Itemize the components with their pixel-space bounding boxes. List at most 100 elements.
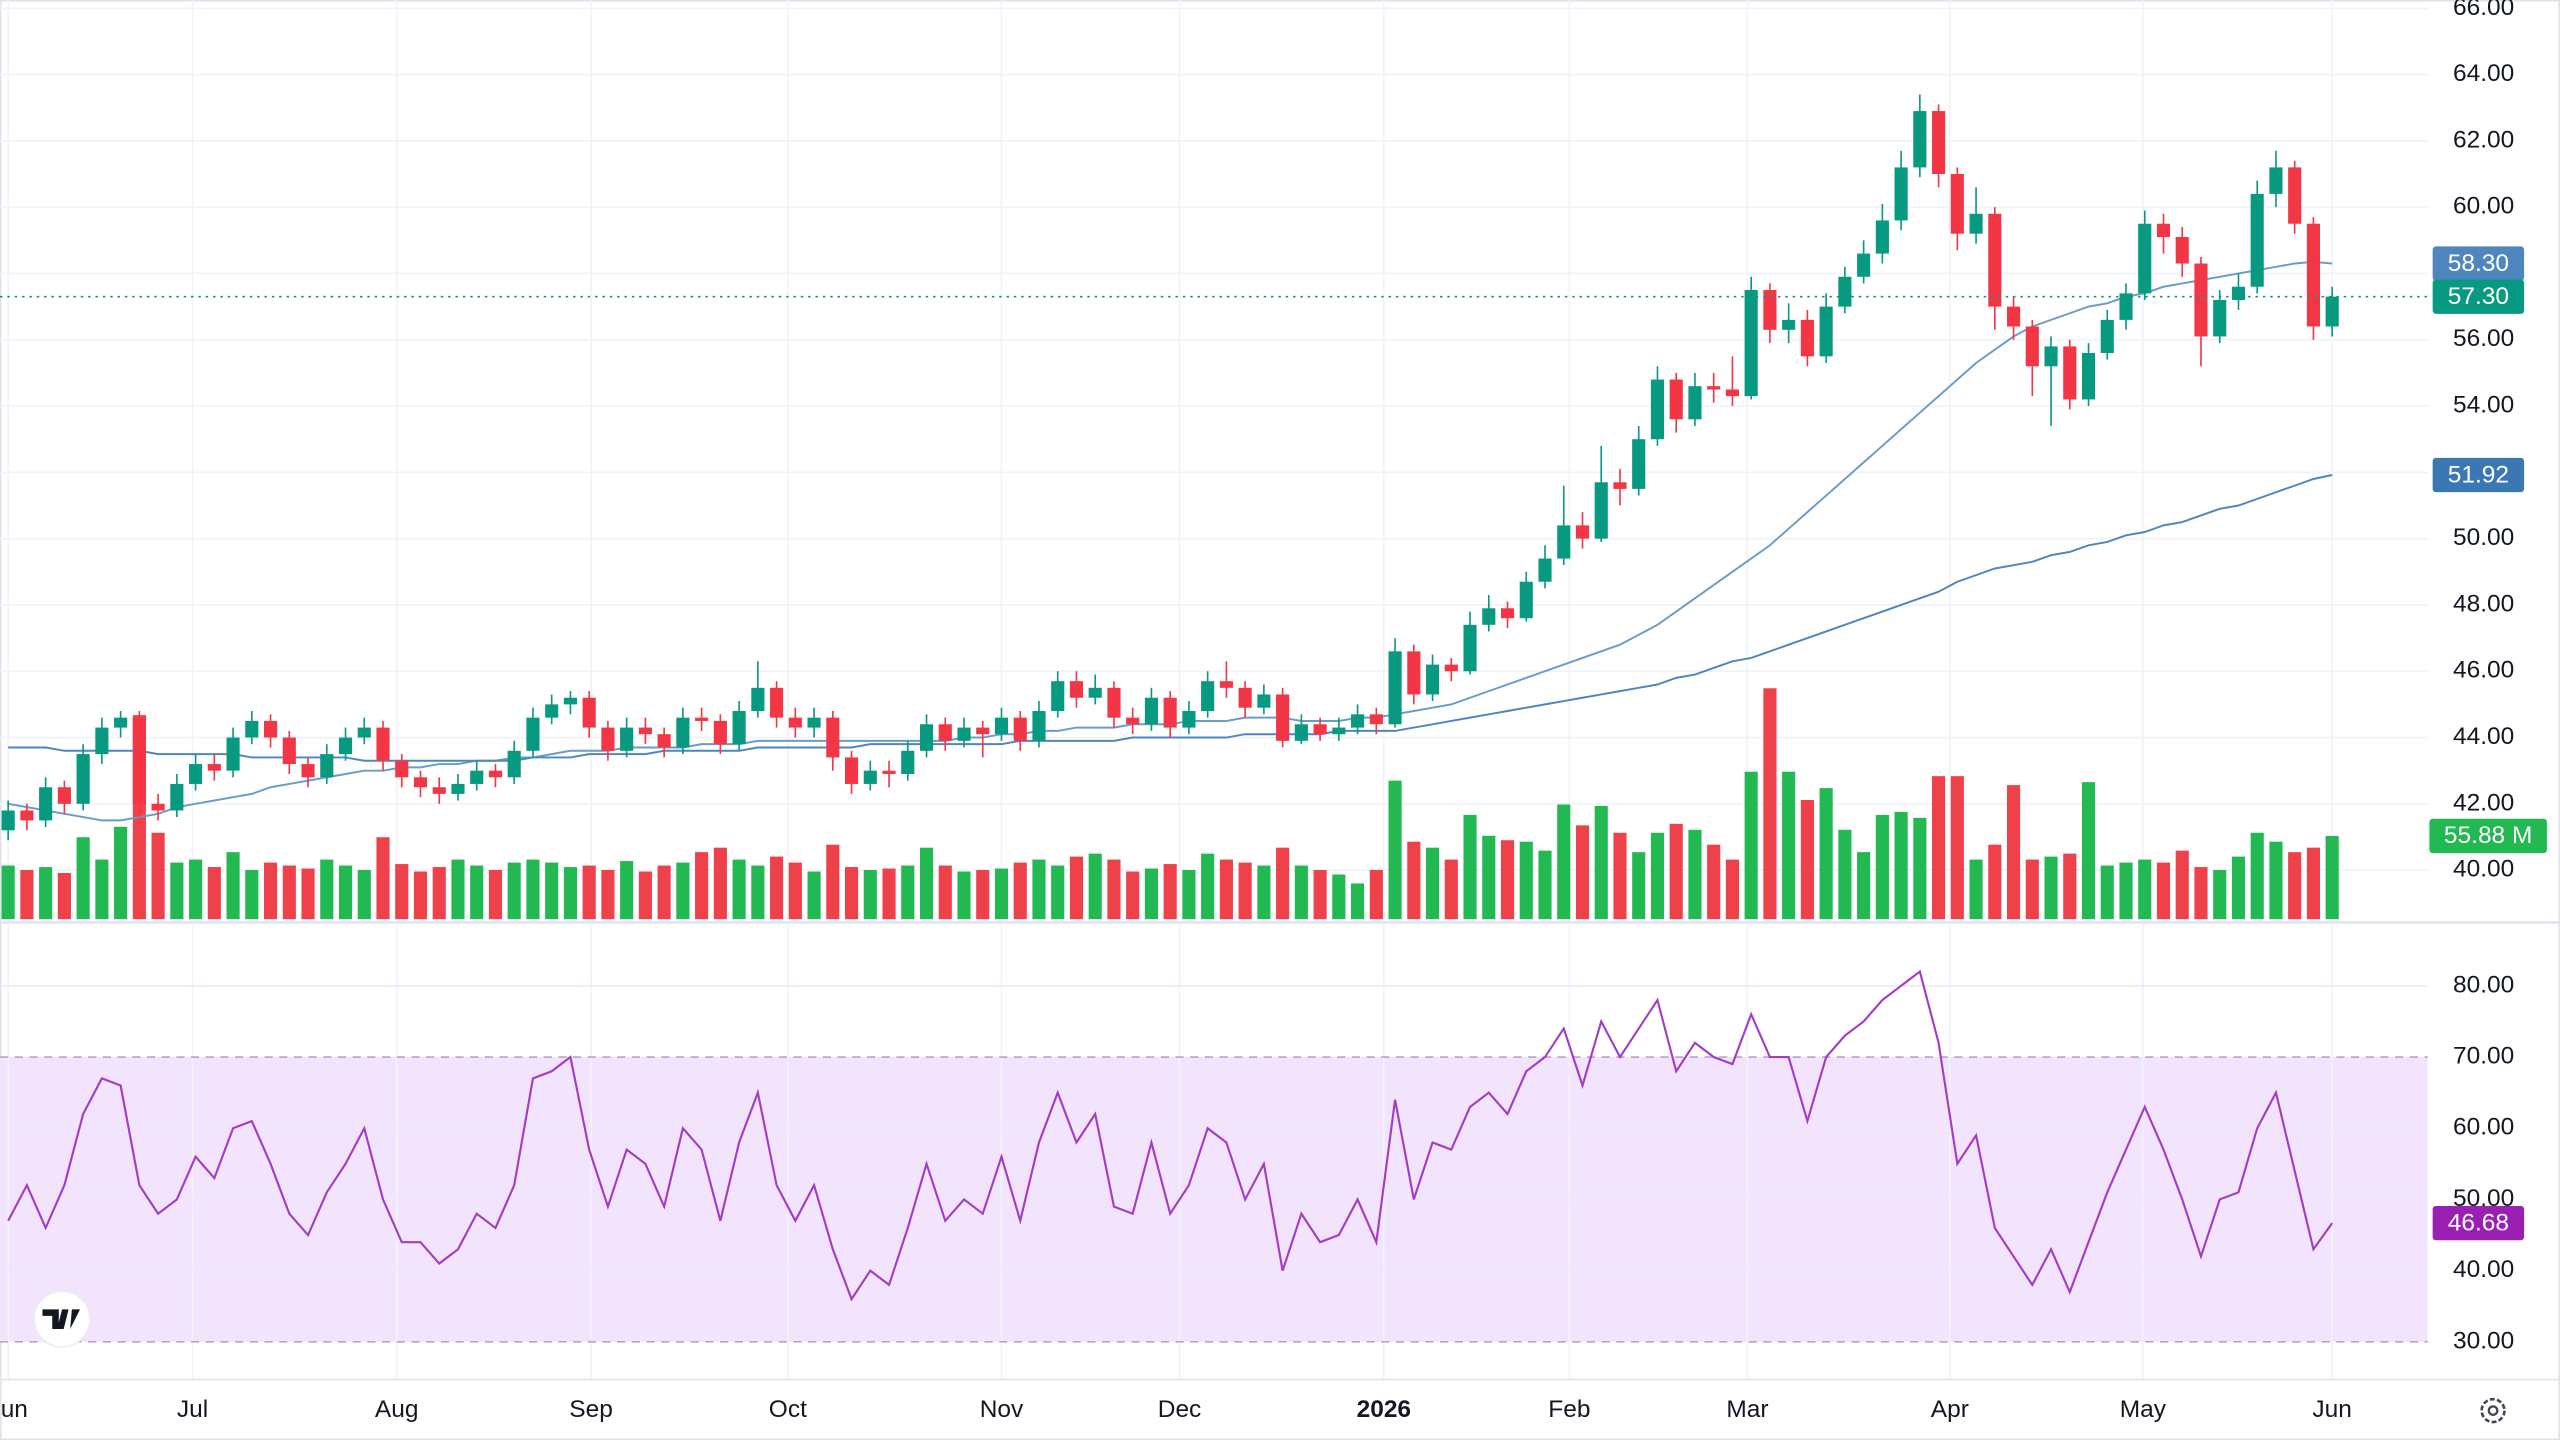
axis-label-box — [2432, 279, 2525, 314]
volume-bar — [338, 865, 353, 920]
candle-body — [1126, 717, 1140, 725]
candle-body — [432, 787, 446, 794]
axis-label-box — [2432, 1205, 2525, 1241]
volume-bar — [2250, 832, 2264, 920]
volume-bar — [751, 865, 765, 920]
y-tick-label: 54.00 — [2453, 392, 2514, 419]
candle-body — [2213, 299, 2227, 337]
candle-body — [1369, 714, 1383, 725]
candle-body — [170, 783, 184, 811]
candle-body — [1950, 174, 1964, 234]
volume-bar — [2288, 852, 2302, 920]
volume-bar — [1051, 865, 1065, 920]
candle-body — [1069, 681, 1084, 698]
volume-bar — [263, 862, 278, 920]
volume-bar — [301, 868, 315, 920]
candle-body — [1819, 306, 1833, 357]
axis-label: 46.68 — [2448, 1209, 2509, 1236]
candle-body — [2306, 223, 2320, 327]
candle-body — [938, 724, 952, 741]
candle-body — [844, 757, 859, 784]
candle-body — [1688, 386, 1702, 420]
volume-bar — [1950, 776, 1964, 920]
volume-bar — [189, 859, 203, 920]
volume-bar — [1613, 832, 1627, 920]
candle-body — [1800, 319, 1814, 357]
axis-label-box — [2432, 457, 2525, 493]
tradingview-logo[interactable] — [33, 1290, 91, 1348]
settings-button[interactable] — [2480, 1397, 2506, 1424]
volume-bar — [2175, 850, 2189, 920]
volume-bar — [713, 847, 727, 920]
volume-bar — [1407, 841, 1421, 920]
volume-bar — [95, 859, 109, 920]
candle-body — [1875, 220, 1889, 254]
candle-body — [1557, 525, 1571, 559]
volume-bar — [1857, 852, 1871, 920]
y-tick-label: 50.00 — [2453, 524, 2514, 551]
volume-bar — [1500, 840, 1515, 920]
volume-bar — [695, 852, 709, 920]
x-tick-label: Sep — [569, 1396, 613, 1423]
axis-label-box — [2432, 246, 2525, 281]
y-tick-label: 48.00 — [2453, 590, 2514, 617]
candle-body — [2138, 223, 2152, 294]
gear-outline[interactable] — [2480, 1397, 2506, 1424]
volume-bar — [563, 867, 577, 920]
candle-body — [807, 717, 821, 728]
logo-mark[interactable] — [42, 1309, 80, 1329]
gear-center[interactable] — [2487, 1405, 2499, 1417]
x-tick-label: Jun — [2312, 1396, 2351, 1423]
candle-body — [1294, 724, 1308, 741]
volume-bar — [1594, 805, 1608, 920]
volume-bar — [2213, 870, 2227, 920]
volume-bar — [919, 847, 934, 920]
candle-body — [1182, 711, 1196, 728]
candle-body — [1219, 681, 1233, 688]
candle-body — [395, 760, 409, 778]
volume-bar — [901, 865, 915, 920]
candle-body — [151, 803, 165, 811]
candle-body — [95, 727, 109, 755]
volume-bar — [844, 867, 859, 920]
candle-body — [1313, 724, 1327, 735]
candle-body — [301, 764, 315, 778]
candle-body — [1463, 624, 1477, 672]
candle-body — [451, 783, 465, 794]
candle-body — [1013, 717, 1027, 741]
volume-bar — [620, 861, 634, 920]
candle-body — [770, 687, 784, 718]
candle-body — [1857, 253, 1871, 277]
volume-bar — [2138, 859, 2152, 920]
volume-bar — [2119, 862, 2133, 920]
candle-body — [2269, 167, 2283, 194]
volume-bar — [807, 871, 821, 920]
candle-body — [2194, 263, 2208, 337]
candle-body — [57, 787, 71, 804]
x-tick-label: Jun — [0, 1396, 28, 1423]
candle-body — [1051, 681, 1065, 712]
volume-bar — [826, 844, 840, 920]
candle-body — [976, 727, 990, 735]
candle-body — [1332, 727, 1346, 735]
candle-body — [470, 770, 484, 784]
volume-bar — [582, 865, 596, 920]
volume-bar — [413, 871, 428, 920]
candle-body — [1482, 608, 1496, 625]
candle-body — [1782, 319, 1796, 330]
candle-body — [114, 717, 128, 728]
volume-bar — [957, 871, 971, 920]
candle-body — [76, 754, 90, 804]
volume-bar — [20, 870, 34, 920]
volume-bar — [1969, 859, 1983, 920]
volume-bar — [1894, 811, 1908, 920]
candle-body — [1613, 482, 1627, 489]
x-tick-label: Apr — [1931, 1396, 1969, 1423]
candle-body — [882, 770, 896, 774]
candle-body — [2006, 306, 2021, 327]
candle-body — [507, 750, 521, 778]
volume-bar — [1126, 871, 1140, 920]
candle-body — [638, 727, 652, 735]
y-tick-label: 64.00 — [2453, 60, 2514, 87]
volume-bar — [1538, 850, 1552, 920]
